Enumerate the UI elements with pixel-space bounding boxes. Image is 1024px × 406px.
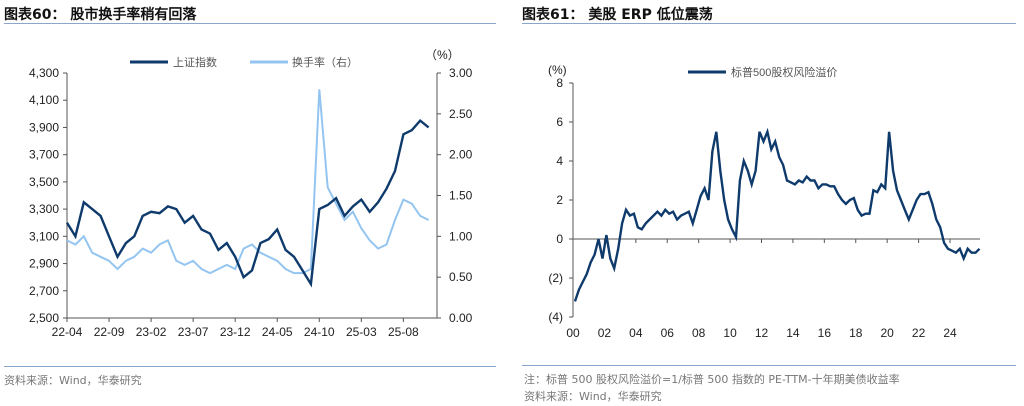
series-line-turnover-rate xyxy=(66,89,430,275)
left-y-tick-label: 3,700 xyxy=(29,148,59,162)
series-line-sp500-erp xyxy=(573,127,981,302)
right-y-tick-label: 1.00 xyxy=(449,229,473,243)
erp-y-tick-label: (4) xyxy=(548,310,563,324)
legend-label-shanghai-index: 上证指数 xyxy=(173,55,217,69)
left-y-tick-label: 3,300 xyxy=(29,202,59,216)
right-y-tick-label: 2.00 xyxy=(449,148,473,162)
erp-y-tick-label: 8 xyxy=(556,76,563,90)
erp-x-tick-label: 00 xyxy=(566,326,580,340)
erp-y-unit: (%) xyxy=(548,63,567,77)
erp-x-tick-label: 12 xyxy=(755,326,769,340)
erp-y-tick-label: 2 xyxy=(556,193,563,207)
right-note: 注：标普 500 股权风险溢价=1/标普 500 指数的 PE-TTM-十年期美… xyxy=(524,373,900,386)
right-y-tick-label: 1.50 xyxy=(449,189,473,203)
legend-label-turnover: 换手率（右） xyxy=(292,55,358,69)
erp-y-tick-label: 4 xyxy=(556,154,563,168)
right-y-tick-label: 3.00 xyxy=(449,66,473,80)
erp-x-tick-label: 18 xyxy=(849,326,863,340)
right-y-tick-label: 0.50 xyxy=(449,270,473,284)
right-title-rule xyxy=(522,23,1016,24)
left-y-tick-label: 2,700 xyxy=(29,284,59,298)
right-source: 资料来源：Wind，华泰研究 xyxy=(524,390,662,403)
erp-x-tick-label: 14 xyxy=(786,326,800,340)
erp-y-tick-label: 6 xyxy=(556,115,563,129)
x-tick-label: 22-09 xyxy=(94,325,125,339)
right-y-tick-label: 2.50 xyxy=(449,107,473,121)
left-y-tick-label: 3,500 xyxy=(29,175,59,189)
erp-x-tick-label: 08 xyxy=(692,326,706,340)
right-footer-rule xyxy=(522,365,1016,366)
erp-y-tick-label: (2) xyxy=(548,271,563,285)
left-source: 资料来源：Wind，华泰研究 xyxy=(4,374,142,387)
erp-x-tick-label: 02 xyxy=(598,326,612,340)
x-tick-label: 24-05 xyxy=(262,325,293,339)
x-tick-label: 23-07 xyxy=(178,325,209,339)
x-tick-label: 25-08 xyxy=(388,325,419,339)
right-y-tick-label: 0.00 xyxy=(449,311,473,325)
left-y-tick-label: 4,100 xyxy=(29,93,59,107)
erp-x-tick-label: 04 xyxy=(629,326,643,340)
right-chart-title: 图表61： 美股 ERP 低位震荡 xyxy=(522,7,713,23)
series-line-shanghai-index xyxy=(65,118,430,288)
right-axis-unit: （%） xyxy=(425,48,460,62)
x-tick-label: 22-04 xyxy=(52,325,83,339)
x-tick-label: 23-02 xyxy=(136,325,167,339)
left-chart-title: 图表60： 股市换手率稍有回落 xyxy=(4,7,197,23)
left-y-tick-label: 3,100 xyxy=(29,229,59,243)
x-tick-label: 24-10 xyxy=(304,325,335,339)
erp-x-tick-label: 10 xyxy=(723,326,737,340)
left-title-rule xyxy=(4,23,496,24)
erp-x-tick-label: 16 xyxy=(818,326,832,340)
erp-x-tick-label: 24 xyxy=(943,326,957,340)
left-y-tick-label: 2,900 xyxy=(29,257,59,271)
erp-x-tick-label: 20 xyxy=(880,326,894,340)
left-footer-rule xyxy=(4,366,496,367)
legend-label-sp500-erp: 标普500股权风险溢价 xyxy=(731,65,837,79)
left-y-tick-label: 2,500 xyxy=(29,311,59,325)
left-y-tick-label: 3,900 xyxy=(29,120,59,134)
x-tick-label: 23-12 xyxy=(220,325,251,339)
x-tick-label: 25-03 xyxy=(346,325,377,339)
erp-x-tick-label: 22 xyxy=(912,326,926,340)
erp-x-tick-label: 06 xyxy=(661,326,675,340)
left-y-tick-label: 4,300 xyxy=(29,66,59,80)
erp-y-tick-label: 0 xyxy=(556,232,563,246)
